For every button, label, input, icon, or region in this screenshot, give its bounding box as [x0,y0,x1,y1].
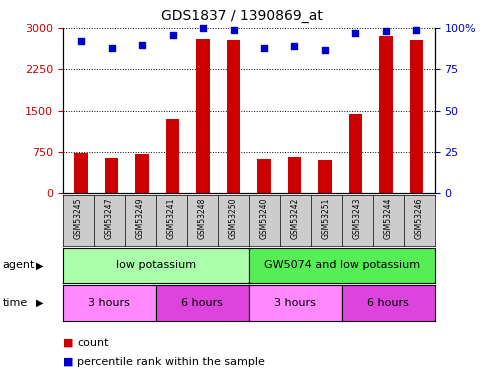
Bar [74,153,88,193]
Text: 6 hours: 6 hours [367,298,409,308]
Text: GSM53244: GSM53244 [384,198,393,239]
Point [382,28,390,34]
Text: ■: ■ [63,357,73,367]
Bar [135,154,149,193]
Text: GSM53249: GSM53249 [136,198,145,239]
Bar [410,40,423,193]
Bar [227,40,241,193]
Point [77,38,85,44]
Point [108,45,115,51]
Text: GSM53247: GSM53247 [105,198,114,239]
Text: ▶: ▶ [36,260,44,270]
Point [291,43,298,49]
Point [169,32,176,38]
Text: GDS1837 / 1390869_at: GDS1837 / 1390869_at [160,9,323,23]
Text: low potassium: low potassium [116,260,196,270]
Point [352,30,359,36]
Point [321,46,329,53]
Bar [349,114,362,193]
Text: count: count [77,338,109,348]
Text: GSM53246: GSM53246 [415,198,424,239]
Bar [196,39,210,193]
Bar [287,157,301,193]
Text: time: time [2,298,28,308]
Text: GSM53243: GSM53243 [353,198,362,239]
Text: 3 hours: 3 hours [274,298,316,308]
Point [260,45,268,51]
Text: 3 hours: 3 hours [88,298,130,308]
Bar [318,160,332,193]
Text: ■: ■ [63,338,73,348]
Text: GSM53248: GSM53248 [198,198,207,239]
Text: GSM53240: GSM53240 [260,198,269,239]
Point [412,27,420,33]
Text: GSM53245: GSM53245 [74,198,83,239]
Text: ▶: ▶ [36,298,44,308]
Text: percentile rank within the sample: percentile rank within the sample [77,357,265,367]
Text: GSM53251: GSM53251 [322,198,331,239]
Point [229,27,237,33]
Point [199,25,207,31]
Text: 6 hours: 6 hours [181,298,223,308]
Point [138,42,146,48]
Bar [166,119,179,193]
Bar [257,159,271,193]
Bar [105,159,118,193]
Text: agent: agent [2,260,35,270]
Bar [379,36,393,193]
Text: GW5074 and low potassium: GW5074 and low potassium [264,260,420,270]
Text: GSM53250: GSM53250 [229,198,238,239]
Text: GSM53242: GSM53242 [291,198,300,239]
Text: GSM53241: GSM53241 [167,198,176,239]
